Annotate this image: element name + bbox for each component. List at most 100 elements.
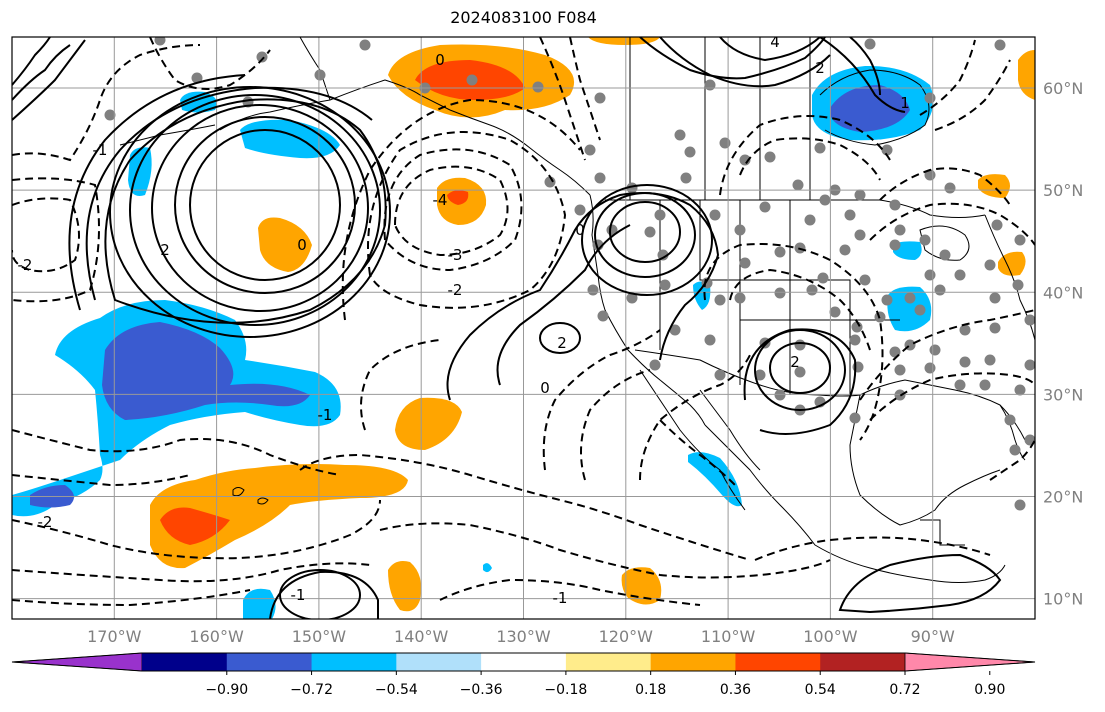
dashed-contour-30: [934, 59, 1011, 131]
dashed-contour-17: [360, 339, 441, 431]
corner-contour-2: [12, 39, 86, 121]
station-dot: [989, 292, 1001, 304]
dashed-contour-2: [393, 165, 509, 257]
station-dot: [644, 226, 656, 238]
colorbar: −0.90 −0.72 −0.54 −0.36 −0.18 0.18 0.36 0.54 0.7…: [11, 652, 1036, 698]
colorbar-segment: [481, 653, 567, 671]
positive-contours: [12, 37, 1002, 619]
dashed-contour-27: [739, 137, 881, 181]
station-dot: [794, 339, 806, 351]
positive-anomaly-subtropics: [150, 464, 408, 569]
florida-coast: [999, 404, 1026, 461]
colorbar-segment: [142, 653, 228, 671]
dashed-contour-34: [539, 37, 586, 161]
colorbar-segment: [565, 653, 652, 671]
us-mexico-border: [634, 349, 861, 397]
station-dot: [984, 354, 996, 366]
station-dot: [734, 224, 746, 236]
latitude-label: 20°N: [1043, 487, 1083, 506]
west-coast: [589, 194, 706, 426]
negative-anomaly-tropical: [243, 588, 276, 619]
contour-label: 2: [815, 59, 825, 77]
colorbar-segment: [226, 653, 313, 671]
negative-anomaly-nevada: [693, 281, 711, 310]
tropical-contour-3: [838, 553, 1002, 614]
open-contour-1-west: [68, 74, 246, 311]
station-dot: [709, 209, 721, 221]
colorbar-outline: [11, 652, 1036, 672]
station-dot: [657, 249, 669, 261]
dashed-contour-10: [12, 474, 191, 487]
station-dot: [1009, 444, 1021, 456]
colorbar-segment: [650, 653, 736, 671]
dashed-contour-8: [149, 37, 271, 90]
northeast-contour-3: [719, 37, 821, 62]
colorbar-segment: [820, 653, 906, 671]
station-dot: [774, 246, 786, 258]
contour-label: -1: [291, 586, 306, 604]
station-dot: [594, 172, 606, 184]
station-dot: [929, 344, 941, 356]
positive-anomaly-east-pacific: [395, 397, 462, 450]
latitude-label: 10°N: [1043, 590, 1083, 609]
dashed-contour-16: [379, 522, 831, 579]
hawaii-2: [257, 497, 269, 505]
colorbar-extend-high: [904, 652, 1036, 672]
northeast-contour-2: [659, 37, 831, 88]
station-dot: [466, 74, 478, 86]
station-dot: [669, 324, 681, 336]
canadian-provinces: [629, 37, 811, 200]
station-dot: [1014, 499, 1026, 511]
latitude-label: 60°N: [1043, 79, 1083, 98]
longitude-label: 110°W: [701, 627, 756, 646]
longitude-labels: 170°W 160°W 150°W 140°W 130°W 120°W 110°W 100°W…: [87, 627, 955, 646]
station-dot: [806, 284, 818, 296]
colorbar-extend-low: [11, 652, 143, 672]
gulf-of-california: [699, 389, 761, 471]
station-dot: [684, 146, 696, 158]
mexico-west-coast: [704, 424, 1006, 583]
contour-label: -1: [318, 406, 333, 424]
longitude-label: 100°W: [803, 627, 858, 646]
station-dot: [839, 244, 851, 256]
ring-contour-1: [189, 129, 341, 281]
station-dot: [819, 194, 831, 206]
hudson-bay-coast: [819, 69, 930, 146]
high-contour-3: [581, 184, 713, 296]
station-dot: [774, 389, 786, 401]
contour-label: 2: [790, 353, 800, 371]
dashed-contour-11: [12, 499, 381, 560]
contour-label: -2: [18, 256, 33, 274]
station-dot: [1004, 414, 1016, 426]
corner-contour-1: [12, 44, 71, 101]
station-dot: [934, 284, 946, 296]
observation-dots: [104, 37, 1035, 511]
gulf-coast: [849, 394, 1001, 526]
dashed-contour-31: [754, 536, 991, 561]
colorbar-tick-label: −0.18: [544, 682, 587, 698]
station-dot: [924, 362, 936, 374]
northeast-contour-1: [639, 37, 826, 80]
contour-label: 2: [557, 334, 567, 352]
dashed-contour-24: [869, 372, 1035, 421]
corner-contour-3: [12, 37, 51, 86]
dashed-contour-7: [12, 44, 201, 162]
dashed-contour-9: [12, 429, 341, 476]
northeast-contour-4: [849, 37, 881, 96]
station-dot: [191, 72, 203, 84]
station-dot: [991, 219, 1003, 231]
station-dot: [680, 172, 692, 184]
texas-high-contour-1: [769, 342, 831, 394]
alaska-coast: [219, 79, 591, 196]
map-frame: [11, 36, 1036, 620]
contour-label: 1: [900, 94, 910, 112]
longitude-label: 130°W: [496, 627, 551, 646]
station-dot: [954, 269, 966, 281]
colorbar-segment: [396, 653, 482, 671]
station-dot: [1024, 359, 1035, 371]
station-dot: [359, 39, 371, 51]
station-dot: [714, 369, 726, 381]
station-dot: [719, 137, 731, 149]
station-dot: [944, 182, 956, 194]
